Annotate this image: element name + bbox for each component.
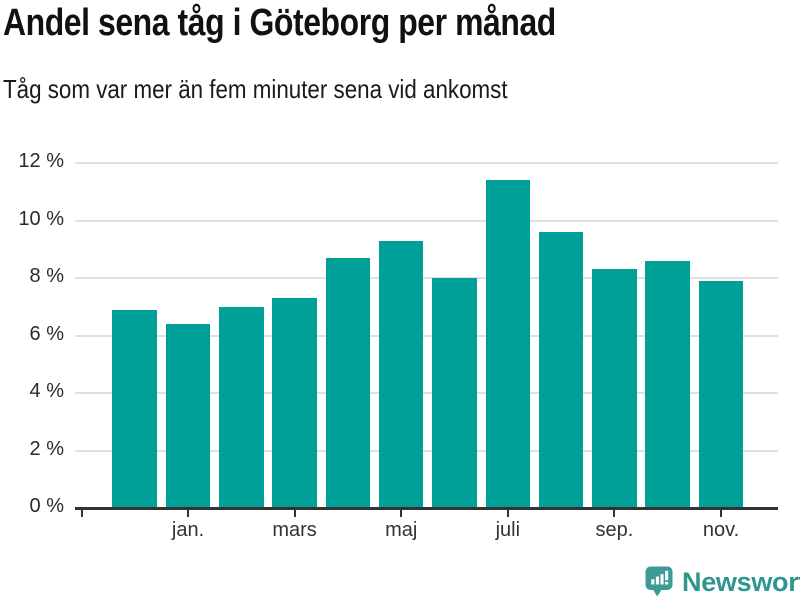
- x-tick: [293, 510, 296, 517]
- x-tick-label: nov.: [702, 519, 740, 541]
- y-tick-label: 12 %: [18, 150, 64, 172]
- y-tick-label: 10 %: [18, 207, 64, 230]
- newsworthy-brand-text: Newsworthy: [682, 566, 800, 597]
- newsworthy-logo: Newsworthy: [645, 566, 800, 597]
- gridline: [75, 334, 778, 337]
- chart-title: Andel sena tåg i Göteborg per månad: [3, 2, 556, 44]
- x-tick: [613, 510, 616, 517]
- y-tick-label: 0 %: [29, 495, 64, 517]
- bar-apr: [325, 257, 371, 508]
- bar-okt: [645, 260, 690, 508]
- gridline: [75, 449, 778, 452]
- plot-area: jan. mars maj juli sep. nov.: [75, 162, 778, 541]
- y-tick-label: 4 %: [29, 380, 64, 402]
- x-tick: [506, 510, 509, 517]
- bar-mars: [272, 298, 317, 508]
- bar-sep: [592, 269, 637, 508]
- bar-dec: [112, 309, 157, 508]
- y-tick-label: 2 %: [29, 437, 64, 460]
- y-axis-labels: 0 % 2 % 4 % 6 % 8 % 10 % 12 %: [0, 150, 64, 517]
- bar-feb: [219, 306, 264, 508]
- gridline: [75, 277, 778, 279]
- x-tick-label: maj: [385, 519, 418, 541]
- axis-origin-tick: [81, 510, 83, 517]
- bar-jan: [165, 324, 211, 508]
- chart-subtitle: Tåg som var mer än fem minuter sena vid …: [3, 74, 508, 104]
- gridline: [75, 219, 778, 222]
- x-tick-label: sep.: [595, 519, 634, 541]
- x-tick-label: juli: [495, 519, 521, 541]
- bar-nov: [698, 280, 744, 508]
- gridline: [75, 162, 778, 164]
- x-axis-line: [75, 507, 778, 510]
- y-tick-label: 8 %: [29, 265, 64, 287]
- x-tick-label: mars: [272, 519, 317, 541]
- x-tick-label: jan.: [171, 519, 205, 541]
- bar-juli: [485, 180, 531, 508]
- bar-aug: [538, 232, 584, 508]
- gridline: [75, 392, 778, 394]
- y-tick-label: 6 %: [29, 322, 64, 345]
- bar-juni: [432, 278, 477, 508]
- x-tick: [400, 510, 403, 517]
- newsworthy-logo-icon: [645, 566, 673, 597]
- x-tick: [187, 510, 189, 517]
- x-tick: [720, 510, 722, 517]
- bar-maj: [378, 240, 424, 508]
